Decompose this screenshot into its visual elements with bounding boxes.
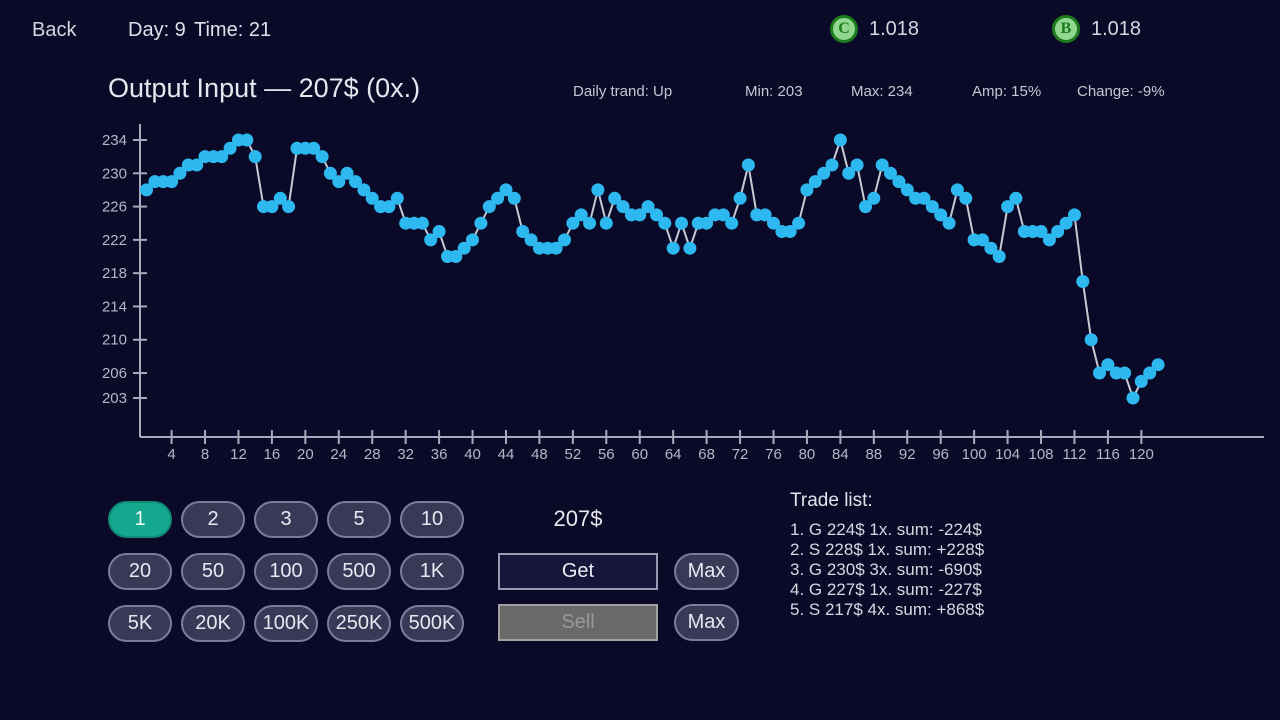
svg-text:92: 92 (899, 446, 916, 463)
currency-c: C 1.018 (830, 15, 919, 43)
trade-list: Trade list: 1. G 224$ 1x. sum: -224$ 2. S… (790, 490, 984, 620)
stat-daily-trend: Daily trand: Up (573, 83, 673, 100)
qty-button-1k[interactable]: 1K (400, 553, 464, 590)
qty-button-20[interactable]: 20 (108, 553, 172, 590)
qty-button-100[interactable]: 100 (254, 553, 318, 590)
stat-min: Min: 203 (745, 83, 803, 100)
trade-list-entries: 1. G 224$ 1x. sum: -224$ 2. S 228$ 1x. su… (790, 520, 984, 620)
svg-text:32: 32 (397, 446, 414, 463)
svg-text:120: 120 (1129, 446, 1154, 463)
svg-text:76: 76 (765, 446, 782, 463)
qty-button-5[interactable]: 5 (327, 501, 391, 538)
svg-text:52: 52 (565, 446, 582, 463)
qty-button-2[interactable]: 2 (181, 501, 245, 538)
chart-title: Output Input — 207$ (0x.) (108, 73, 421, 103)
time-label: Time: 21 (194, 19, 272, 41)
day-label: Day: 9 (128, 19, 186, 41)
svg-text:104: 104 (995, 446, 1020, 463)
trade-list-title: Trade list: (790, 490, 873, 511)
coin-c-icon: C (830, 15, 858, 43)
trade-list-entry: 2. S 228$ 1x. sum: +228$ (790, 540, 985, 559)
svg-text:44: 44 (498, 446, 515, 463)
svg-text:48: 48 (531, 446, 548, 463)
svg-text:16: 16 (264, 446, 281, 463)
svg-text:40: 40 (464, 446, 481, 463)
svg-text:108: 108 (1029, 446, 1054, 463)
svg-text:218: 218 (102, 265, 127, 282)
svg-text:8: 8 (201, 446, 209, 463)
qty-button-50[interactable]: 50 (181, 553, 245, 590)
svg-text:206: 206 (102, 365, 127, 382)
qty-button-10[interactable]: 10 (400, 501, 464, 538)
svg-text:203: 203 (102, 390, 127, 407)
svg-text:20: 20 (297, 446, 314, 463)
svg-text:96: 96 (932, 446, 949, 463)
svg-text:112: 112 (1062, 446, 1086, 463)
svg-text:24: 24 (330, 446, 347, 463)
svg-text:230: 230 (102, 165, 127, 182)
stat-max: Max: 234 (851, 83, 913, 100)
stat-change: Change: -9% (1077, 83, 1165, 100)
svg-text:4: 4 (167, 446, 175, 463)
coin-b-icon: B (1052, 15, 1080, 43)
svg-text:56: 56 (598, 446, 615, 463)
currency-b: B 1.018 (1052, 15, 1141, 43)
max-get-button[interactable]: Max (674, 553, 739, 590)
qty-button-1[interactable]: 1 (108, 501, 172, 538)
current-price: 207$ (553, 506, 603, 531)
svg-text:84: 84 (832, 446, 849, 463)
qty-button-250k[interactable]: 250K (327, 605, 391, 642)
svg-text:64: 64 (665, 446, 682, 463)
svg-text:60: 60 (631, 446, 648, 463)
trade-list-entry: 4. G 227$ 1x. sum: -227$ (790, 580, 982, 599)
coin-c-value: 1.018 (869, 17, 920, 40)
trade-list-entry: 5. S 217$ 4x. sum: +868$ (790, 600, 985, 619)
svg-text:68: 68 (698, 446, 715, 463)
back-button[interactable]: Back (32, 19, 77, 41)
qty-button-500[interactable]: 500 (327, 553, 391, 590)
sell-button[interactable]: Sell (498, 604, 658, 641)
svg-text:72: 72 (732, 446, 749, 463)
qty-button-100k[interactable]: 100K (254, 605, 318, 642)
svg-text:88: 88 (865, 446, 882, 463)
svg-text:80: 80 (799, 446, 816, 463)
stat-amp: Amp: 15% (972, 83, 1042, 100)
quantity-button-grid: 1 2 3 5 10 20 50 100 500 1K 5K 20K 100K 250K 500K (108, 501, 464, 642)
svg-text:36: 36 (431, 446, 448, 463)
coin-b-value: 1.018 (1091, 17, 1142, 40)
qty-button-500k[interactable]: 500K (400, 605, 464, 642)
qty-button-3[interactable]: 3 (254, 501, 318, 538)
svg-text:116: 116 (1096, 446, 1120, 463)
qty-button-20k[interactable]: 20K (181, 605, 245, 642)
trade-list-entry: 3. G 230$ 3x. sum: -690$ (790, 560, 982, 579)
svg-text:210: 210 (102, 332, 127, 349)
svg-text:226: 226 (102, 199, 127, 216)
svg-text:222: 222 (102, 232, 127, 249)
svg-text:12: 12 (230, 446, 247, 463)
svg-text:214: 214 (102, 298, 127, 315)
qty-button-5k[interactable]: 5K (108, 605, 172, 642)
trade-list-entry: 1. G 224$ 1x. sum: -224$ (790, 520, 982, 539)
max-sell-button[interactable]: Max (674, 604, 739, 641)
svg-text:100: 100 (962, 446, 987, 463)
svg-text:28: 28 (364, 446, 381, 463)
svg-text:234: 234 (102, 132, 127, 149)
get-button[interactable]: Get (498, 553, 658, 590)
